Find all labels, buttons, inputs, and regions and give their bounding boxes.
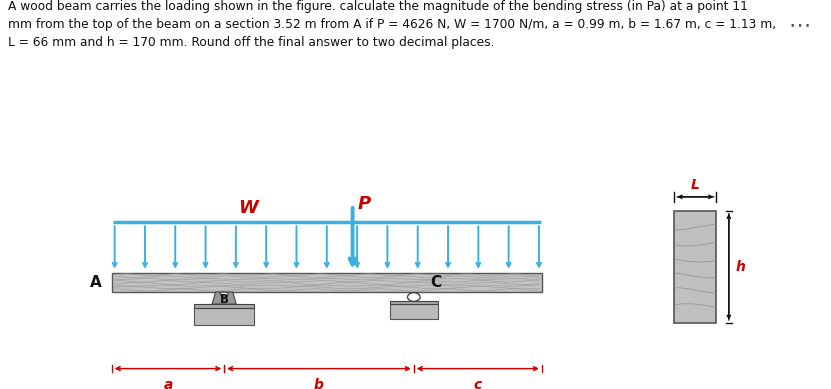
Bar <box>675 211 716 323</box>
Polygon shape <box>212 292 236 304</box>
Text: h: h <box>735 260 745 274</box>
Text: C: C <box>430 275 441 290</box>
Text: ⋯: ⋯ <box>788 16 810 35</box>
Bar <box>194 308 254 325</box>
Text: A: A <box>90 275 101 290</box>
Bar <box>390 304 438 319</box>
Text: A wood beam carries the loading shown in the figure. calculate the magnitude of : A wood beam carries the loading shown in… <box>8 0 776 49</box>
Text: c: c <box>474 378 482 389</box>
Circle shape <box>220 292 229 296</box>
Bar <box>194 304 254 308</box>
Text: P: P <box>357 195 371 213</box>
Ellipse shape <box>407 293 420 301</box>
Text: W: W <box>238 199 258 217</box>
Text: B: B <box>219 293 229 307</box>
Bar <box>111 273 542 292</box>
Text: a: a <box>163 378 173 389</box>
Text: L: L <box>691 178 700 192</box>
Bar <box>390 301 438 304</box>
Text: b: b <box>314 378 324 389</box>
